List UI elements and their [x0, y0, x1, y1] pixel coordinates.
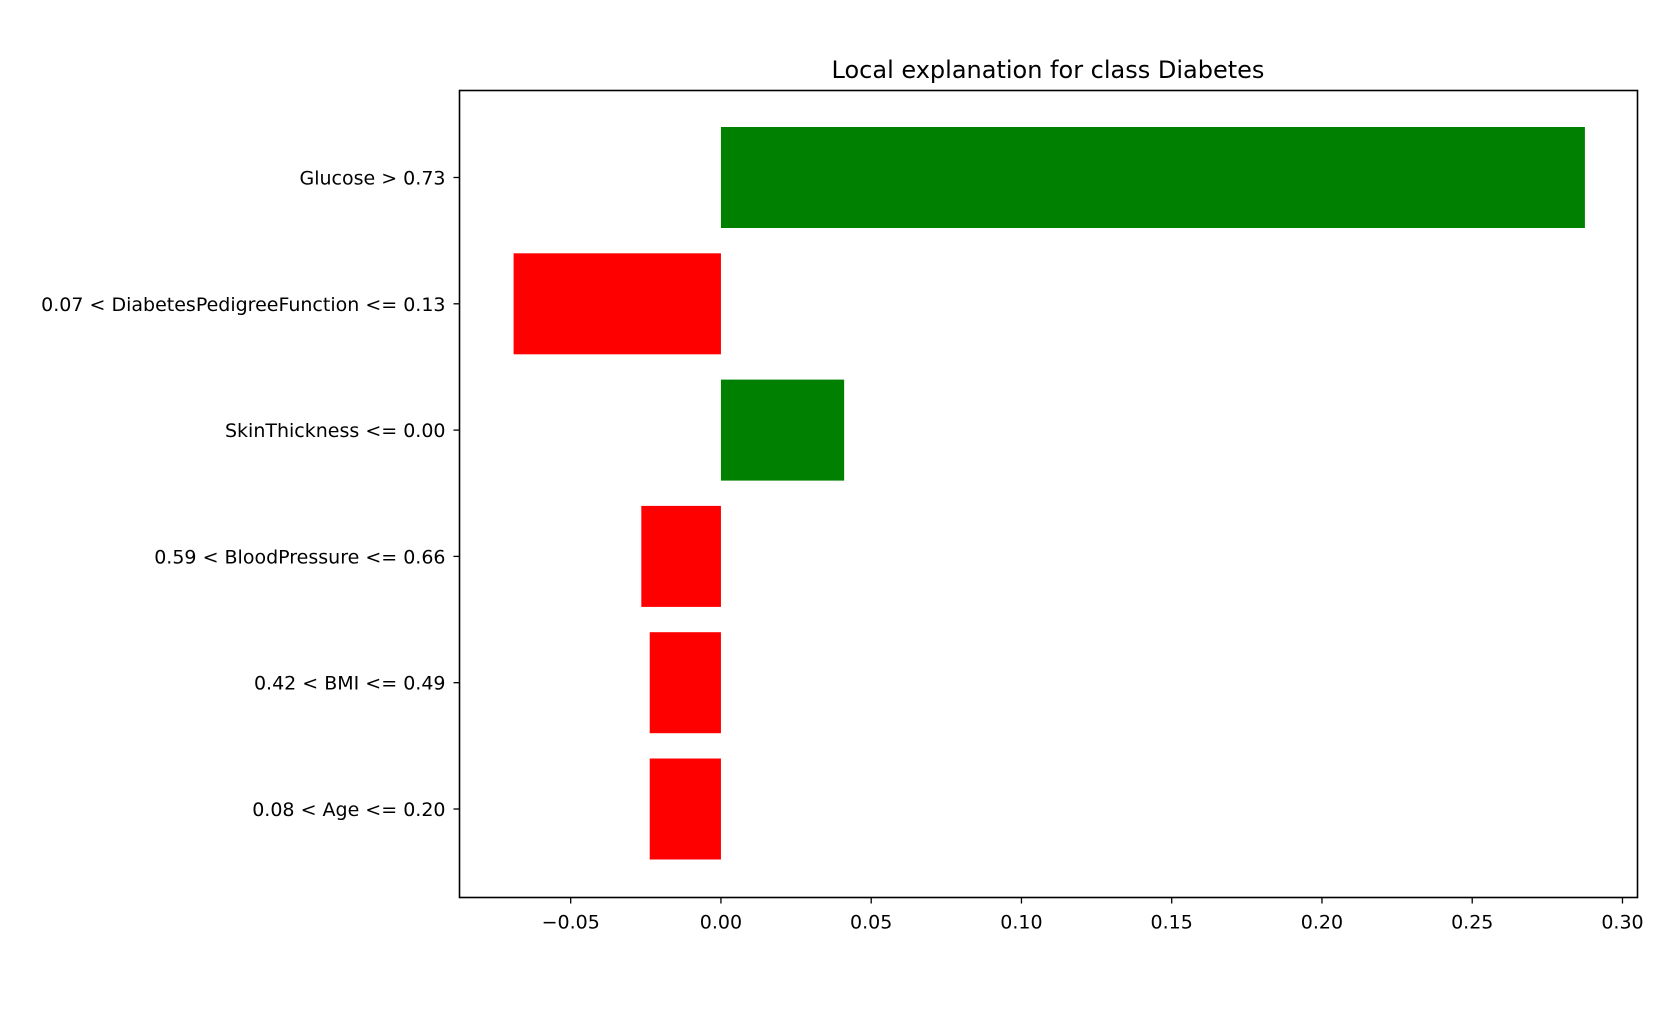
- bars: [513, 127, 1585, 860]
- chart-title: Local explanation for class Diabetes: [832, 56, 1265, 84]
- plot-frame: [458, 89, 1639, 899]
- x-tick-label: 0.10: [1000, 912, 1042, 934]
- y-tick-label: Glucose > 0.73: [299, 168, 445, 190]
- x-tick-label: 0.05: [850, 912, 892, 934]
- x-tick-label: −0.05: [542, 912, 600, 934]
- x-tick-label: 0.00: [700, 912, 742, 934]
- bar-2: [720, 379, 845, 481]
- x-tick-label: 0.30: [1601, 912, 1643, 934]
- bar-3: [641, 505, 721, 607]
- y-tick-labels: Glucose > 0.73 0.07 < DiabetesPedigreeFun…: [41, 168, 460, 821]
- bar-4: [649, 632, 721, 734]
- y-tick-label: SkinThickness <= 0.00: [225, 420, 446, 442]
- y-tick-label: 0.07 < DiabetesPedigreeFunction <= 0.13: [41, 294, 445, 316]
- x-axis-ticks: −0.05 0.00 0.05 0.10 0.15 0.20 0.25 0.30: [542, 897, 1644, 934]
- y-tick-label: 0.08 < Age <= 0.20: [252, 799, 445, 821]
- bar-1: [513, 253, 721, 355]
- x-tick-label: 0.25: [1451, 912, 1493, 934]
- bar-5: [649, 758, 721, 860]
- x-tick-label: 0.20: [1301, 912, 1343, 934]
- y-tick-label: 0.59 < BloodPressure <= 0.66: [154, 546, 445, 568]
- bar-0: [720, 127, 1585, 228]
- x-tick-label: 0.15: [1151, 912, 1193, 934]
- y-tick-label: 0.42 < BMI <= 0.49: [254, 673, 446, 695]
